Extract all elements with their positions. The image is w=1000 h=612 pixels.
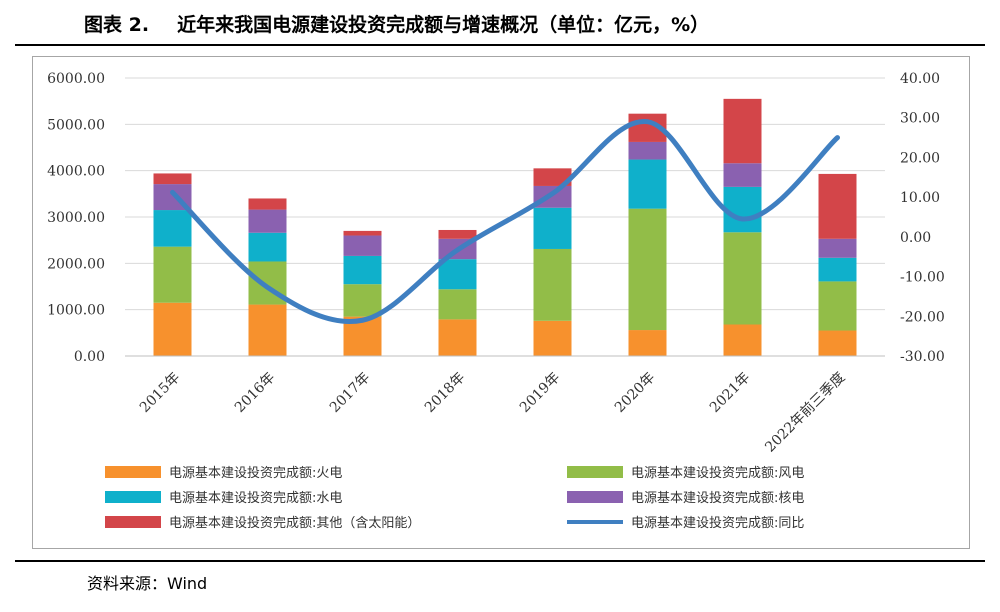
figure-title-text: 近年来我国电源建设投资完成额与增速概况（单位：亿元，%） xyxy=(177,14,710,36)
legend-label-wind: 电源基本建设投资完成额:风电 xyxy=(631,465,804,481)
left-axis-tick-label: 4000.00 xyxy=(47,164,105,180)
title-rule xyxy=(15,44,985,46)
bar-segment-other xyxy=(818,173,857,239)
bar-segment-wind xyxy=(533,248,572,321)
bars xyxy=(153,98,857,356)
bar-segment-hydro xyxy=(248,232,287,262)
right-axis-tick-label: 10.00 xyxy=(900,190,940,206)
bar-segment-thermal xyxy=(818,330,857,356)
x-tick-label: 2015年 xyxy=(137,370,183,416)
bar-segment-other xyxy=(723,98,762,164)
bar-segment-wind xyxy=(438,289,477,320)
bar-segment-other xyxy=(438,229,477,239)
bar-segment-thermal xyxy=(248,304,287,356)
x-tick-label: 2017年 xyxy=(327,370,373,416)
right-axis-tick-label: -10.00 xyxy=(900,270,945,286)
source-note: 资料来源：Wind xyxy=(87,574,208,593)
legend-swatch-hydro xyxy=(105,491,161,503)
legend-label-yoy: 电源基本建设投资完成额:同比 xyxy=(631,515,804,531)
right-axis-tick-label: 20.00 xyxy=(900,150,940,166)
x-tick-label: 2016年 xyxy=(232,370,278,416)
bar-segment-nuclear xyxy=(628,141,667,160)
left-axis: 0.00 1000.00 2000.00 3000.00 4000.00 5000.00 6… xyxy=(47,71,105,365)
legend-swatch-other xyxy=(105,516,161,528)
bar-segment-nuclear xyxy=(343,235,382,256)
legend-swatch-thermal xyxy=(105,466,161,478)
x-tick-label: 2022年前三季度 xyxy=(762,369,849,456)
x-tick-label: 2021年 xyxy=(707,370,753,416)
left-axis-tick-label: 3000.00 xyxy=(47,210,105,226)
legend-swatch-wind xyxy=(567,466,623,478)
x-tick-label: 2019年 xyxy=(517,370,563,416)
yoy-line xyxy=(170,119,840,324)
bar-segment-other xyxy=(533,168,572,186)
right-axis-tick-label: 40.00 xyxy=(900,71,940,87)
bar-segment-hydro xyxy=(153,210,192,247)
bar-segment-hydro xyxy=(628,159,667,209)
right-axis-tick-label: -20.00 xyxy=(900,309,945,325)
bar-segment-nuclear xyxy=(248,209,287,233)
gridlines xyxy=(125,77,885,357)
left-axis-tick-label: 0.00 xyxy=(74,349,105,365)
bar-segment-hydro xyxy=(818,257,857,282)
left-axis-tick-label: 5000.00 xyxy=(47,117,105,133)
bar-segment-thermal xyxy=(438,319,477,356)
legend-label-other: 电源基本建设投资完成额:其他（含太阳能） xyxy=(169,515,420,531)
bar-segment-wind xyxy=(818,281,857,331)
bar-segment-thermal xyxy=(533,320,572,356)
bar-segment-thermal xyxy=(153,302,192,356)
left-axis-tick-label: 6000.00 xyxy=(47,71,105,87)
bar-segment-wind xyxy=(628,208,667,331)
right-axis-tick-label: 0.00 xyxy=(900,230,931,246)
bar-segment-nuclear xyxy=(723,163,762,187)
chart-frame xyxy=(32,56,970,549)
x-axis: 2015年 2016年 2017年 2018年 2019年 2020年 2021年 2022年… xyxy=(125,355,885,456)
x-tick-label: 2020年 xyxy=(612,370,658,416)
legend: 电源基本建设投资完成额:火电 电源基本建设投资完成额:风电电源基本建设投资完成额:… xyxy=(105,465,804,531)
bar-segment-hydro xyxy=(723,186,762,233)
bar-segment-wind xyxy=(343,284,382,317)
left-axis-tick-label: 1000.00 xyxy=(47,303,105,319)
bar-segment-wind xyxy=(723,232,762,325)
bar-segment-hydro xyxy=(438,259,477,290)
figure-label: 图表 2. xyxy=(84,14,150,36)
bar-segment-thermal xyxy=(723,324,762,356)
footer-rule xyxy=(15,560,985,562)
bar-segment-hydro xyxy=(343,255,382,285)
right-axis-tick-label: 30.00 xyxy=(900,111,940,127)
legend-swatch-nuclear xyxy=(567,491,623,503)
figure-title: 图表 2. 近年来我国电源建设投资完成额与增速概况（单位：亿元，%） xyxy=(84,10,709,37)
legend-label-nuclear: 电源基本建设投资完成额:核电 xyxy=(631,490,804,506)
right-axis: -30.00 -20.00 -10.00 0.00 10.00 20.00 30.00 40.… xyxy=(900,71,945,365)
bar-segment-other xyxy=(343,230,382,236)
right-axis-tick-label: -30.00 xyxy=(900,349,945,365)
bar-segment-thermal xyxy=(628,330,667,356)
bar-segment-other xyxy=(248,198,287,210)
left-axis-tick-label: 2000.00 xyxy=(47,256,105,272)
bar-segment-other xyxy=(153,173,192,185)
x-tick-label: 2018年 xyxy=(422,370,468,416)
legend-label-hydro: 电源基本建设投资完成额:水电 xyxy=(169,490,342,506)
yoy-line-group xyxy=(170,119,840,324)
bar-segment-nuclear xyxy=(818,238,857,258)
legend-label-thermal: 电源基本建设投资完成额:火电 xyxy=(169,465,342,481)
bar-segment-hydro xyxy=(533,207,572,249)
bar-segment-wind xyxy=(153,246,192,303)
